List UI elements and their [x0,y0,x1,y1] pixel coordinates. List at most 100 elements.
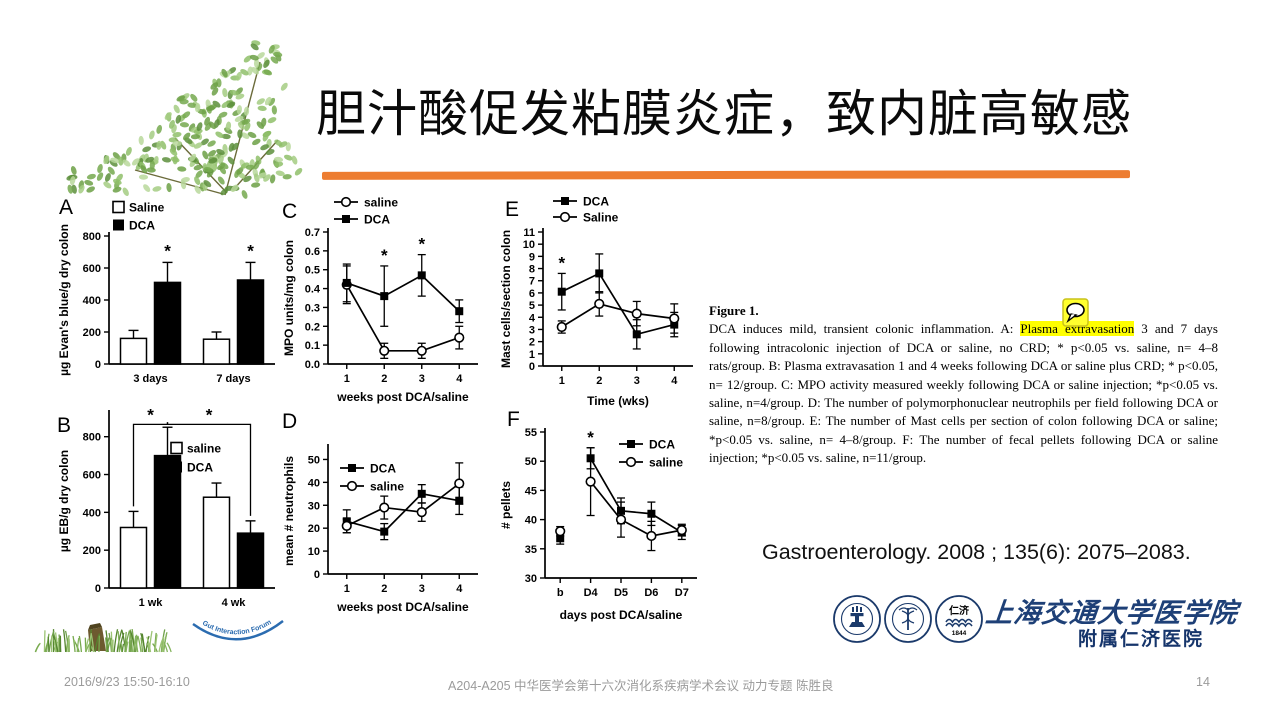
svg-text:3: 3 [419,583,425,595]
hospital-name: 附属仁济医院 [1078,629,1205,650]
svg-text:40: 40 [308,477,320,489]
svg-text:40: 40 [525,515,537,527]
svg-text:7 days: 7 days [216,373,250,385]
svg-text:D: D [282,410,297,433]
svg-text:B: B [57,414,71,437]
renji-seal-year: 1844 [952,630,967,637]
svg-text:*: * [206,405,213,424]
svg-text:0: 0 [314,569,320,581]
svg-text:D4: D4 [584,587,599,599]
svg-text:µg Evan's blue/g dry colon: µg Evan's blue/g dry colon [57,224,71,376]
svg-text:Time (wks): Time (wks) [587,394,649,408]
svg-text:saline: saline [649,456,683,470]
figure-caption: Figure 1. DCA induces mild, transient co… [709,302,1218,468]
svg-text:45: 45 [525,485,537,497]
footer-datetime: 2016/9/23 15:50-16:10 [64,675,190,689]
svg-text:800: 800 [83,432,101,444]
svg-text:µg EB/g dry colon: µg EB/g dry colon [57,450,71,552]
sjtu-seal-icon [833,595,881,643]
footer-session: A204-A205 中华医学会第十六次消化系疾病学术会议 动力专题 陈胜良 [448,679,834,693]
svg-text:saline: saline [187,442,221,456]
svg-text:DCA: DCA [370,462,396,476]
caption-highlighted-text: Plasma extravasation [1020,321,1135,337]
watermark-arc: Gut Interaction Forum [192,619,284,641]
svg-text:DCA: DCA [129,219,155,233]
svg-text:0: 0 [95,583,101,595]
svg-text:*: * [247,241,254,260]
svg-text:200: 200 [83,327,101,339]
svg-text:4: 4 [456,583,463,595]
figure-caption-heading: Figure 1. [709,303,759,318]
svg-text:50: 50 [525,456,537,468]
svg-text:E: E [505,198,519,221]
svg-text:50: 50 [308,454,320,466]
svg-text:DCA: DCA [649,438,675,452]
svg-text:9: 9 [529,251,535,263]
svg-text:D7: D7 [675,587,689,599]
svg-text:4: 4 [529,312,536,324]
svg-text:days post DCA/saline: days post DCA/saline [560,608,683,622]
svg-text:8: 8 [529,264,535,276]
svg-text:11: 11 [523,227,535,239]
svg-text:0.0: 0.0 [305,359,320,371]
svg-text:0.5: 0.5 [305,265,320,277]
svg-text:800: 800 [83,231,101,243]
svg-text:DCA: DCA [583,195,609,209]
svg-text:F: F [507,408,520,431]
svg-text:*: * [147,405,154,424]
svg-text:30: 30 [308,500,320,512]
figure-caption-text: DCA induces mild, transient colonic infl… [709,320,1218,467]
svg-text:D6: D6 [644,587,658,599]
svg-text:1 wk: 1 wk [139,597,164,609]
svg-text:3 days: 3 days [133,373,167,385]
svg-text:C: C [282,200,297,223]
svg-text:# pellets: # pellets [499,481,513,529]
svg-text:DCA: DCA [364,213,390,227]
svg-text:2: 2 [381,583,387,595]
svg-text:*: * [164,241,171,260]
svg-text:7: 7 [529,276,535,288]
panel-c-chart: 0.0 0.1 0.2 0.3 0.4 0.5 0.6 0.7 1 2 3 4 MPO units/mg… [282,196,478,404]
svg-text:4: 4 [671,375,678,387]
citation-text: Gastroenterology. 2008 ; 135(6): 2075–20… [762,540,1191,564]
panel-f-chart: 30 35 40 45 50 55 b D4 D5 D6 D7 # pellets days post … [499,408,697,622]
svg-text:0.3: 0.3 [305,302,320,314]
svg-text:*: * [558,253,565,272]
svg-text:400: 400 [83,295,101,307]
svg-text:10: 10 [308,546,320,558]
renji-seal-text: 仁济 [949,604,970,617]
svg-text:3: 3 [634,375,640,387]
svg-text:0: 0 [95,359,101,371]
comment-icon[interactable] [1062,298,1090,330]
med-school-seal-icon [884,595,932,643]
svg-text:DCA: DCA [187,461,213,475]
grass-decoration-image [34,623,172,653]
renji-seal-icon: 仁济 1844 [935,595,983,643]
panel-b-chart: 0 200 400 600 800 1 wk 4 wk µg EB/g dry colon B *… [57,405,275,609]
title-divider [321,170,1131,180]
svg-text:0.7: 0.7 [305,227,320,239]
svg-text:4 wk: 4 wk [222,597,247,609]
svg-text:55: 55 [525,427,537,439]
svg-text:6: 6 [529,288,535,300]
svg-text:3: 3 [529,324,535,336]
svg-text:mean # neutrophils: mean # neutrophils [282,456,296,566]
footer-page-number: 14 [1196,675,1210,689]
svg-text:saline: saline [364,196,398,210]
tree-decoration-image [66,40,303,199]
svg-text:1: 1 [529,349,535,361]
svg-text:600: 600 [83,263,101,275]
university-seals: 仁济 1844 [833,595,983,643]
svg-text:2: 2 [529,337,535,349]
svg-text:Saline: Saline [129,201,165,215]
svg-text:0.4: 0.4 [305,284,321,296]
svg-text:weeks post DCA/saline: weeks post DCA/saline [336,600,469,614]
svg-text:0.1: 0.1 [305,340,320,352]
svg-text:*: * [587,428,594,447]
svg-text:*: * [418,235,425,254]
svg-text:*: * [381,246,388,265]
svg-text:2: 2 [381,373,387,385]
caption-part1: DCA induces mild, transient colonic infl… [709,321,1021,337]
